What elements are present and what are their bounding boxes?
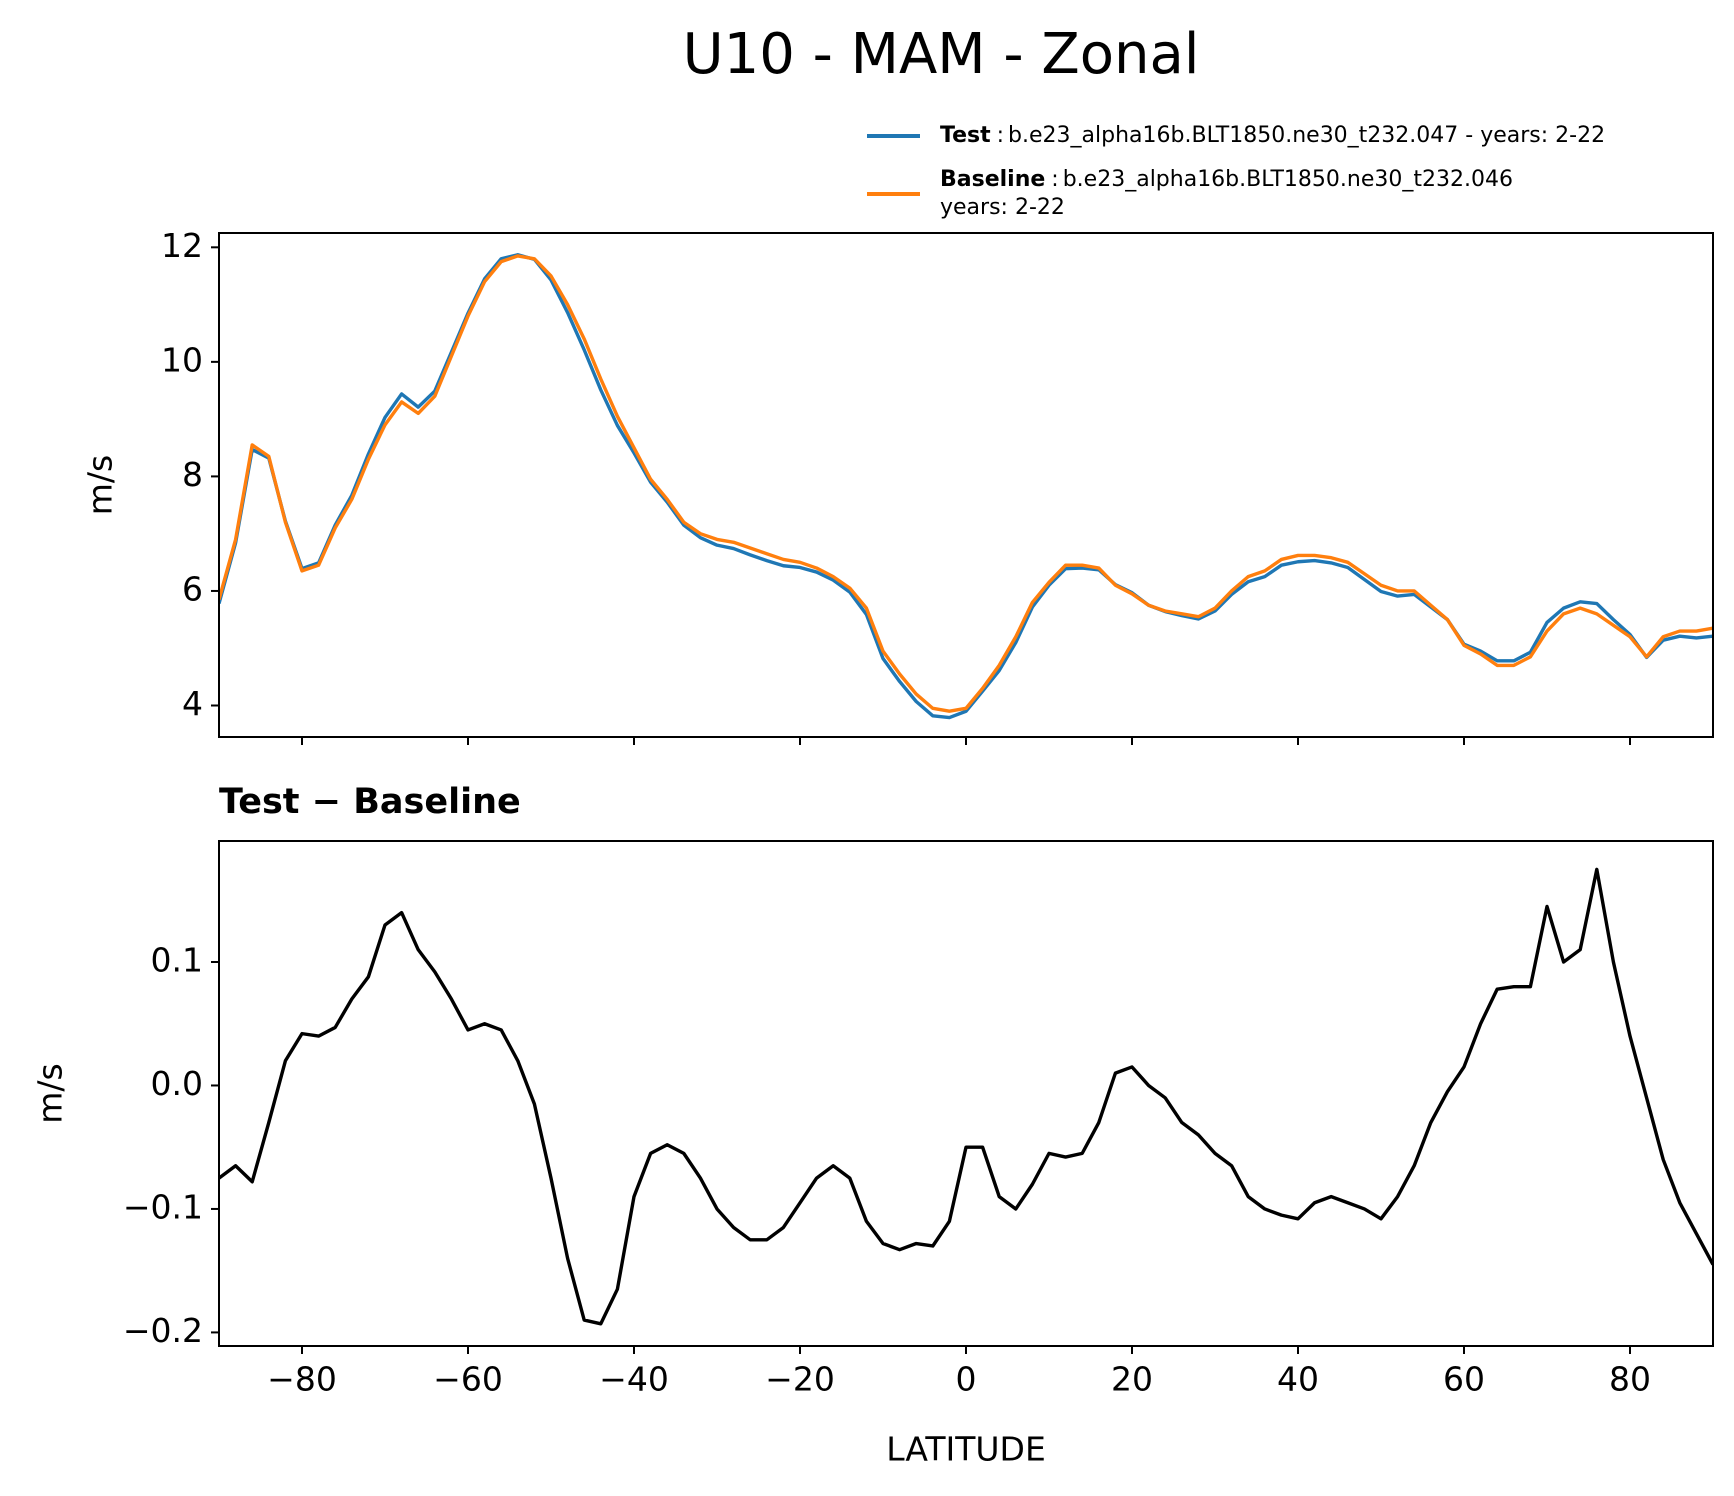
- y-axis-label: m/s: [31, 1063, 70, 1123]
- legend-info: b.e23_alpha16b.BLT1850.ne30_t232.047 - y…: [1008, 123, 1605, 148]
- legend-separator: :: [997, 123, 1004, 148]
- plot-area: [219, 253, 1713, 720]
- x-tick-label: −80: [267, 1360, 337, 1399]
- legend-info-line: years: 2-22: [940, 195, 1065, 220]
- x-tick-label: −60: [433, 1360, 503, 1399]
- legend-name: Test: [940, 123, 991, 148]
- x-tick-label: 80: [1609, 1360, 1651, 1399]
- legend-separator: :: [1051, 167, 1058, 192]
- x-tick-label: 60: [1443, 1360, 1485, 1399]
- x-tick-label: −40: [599, 1360, 669, 1399]
- x-tick-label: 40: [1277, 1360, 1319, 1399]
- y-tick-label: 10: [161, 340, 203, 379]
- y-tick-label: −0.1: [123, 1187, 203, 1226]
- legend-label: Test: b.e23_alpha16b.BLT1850.ne30_t232.04…: [940, 123, 1605, 148]
- x-tick-label: 20: [1111, 1360, 1153, 1399]
- x-tick-label: −20: [765, 1360, 835, 1399]
- data-line: [219, 867, 1713, 1326]
- axes-frame: [218, 840, 1714, 1347]
- plot-area: [219, 867, 1713, 1326]
- x-tick-label: 0: [956, 1360, 977, 1399]
- data-line: [219, 253, 1713, 720]
- legend-info: b.e23_alpha16b.BLT1850.ne30_t232.046: [1063, 167, 1513, 192]
- legend-name: Baseline: [940, 167, 1045, 192]
- y-tick-label: 6: [182, 569, 203, 608]
- figure-title: U10 - MAM - Zonal: [683, 22, 1200, 87]
- legend-label: Baseline: b.e23_alpha16b.BLT1850.ne30_t23…: [940, 167, 1513, 192]
- y-tick-label: 12: [161, 226, 203, 265]
- y-tick-label: 0.0: [151, 1064, 203, 1103]
- y-tick-label: 4: [182, 684, 203, 723]
- y-tick-label: 0.1: [151, 941, 203, 980]
- subplot-title: Test − Baseline: [219, 782, 521, 822]
- y-tick-label: −0.2: [123, 1311, 203, 1350]
- data-line: [219, 254, 1713, 713]
- y-axis-label: m/s: [81, 455, 120, 515]
- y-tick-label: 8: [182, 455, 203, 494]
- x-axis-label: LATITUDE: [886, 1430, 1046, 1469]
